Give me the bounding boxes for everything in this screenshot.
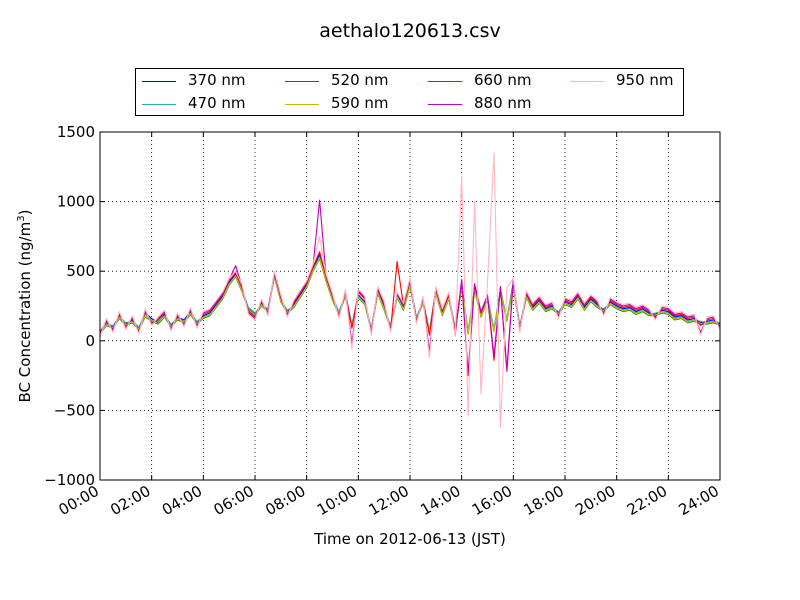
series-line-950nm <box>99 152 721 428</box>
x-tick-label: 06:00 <box>211 482 257 519</box>
y-axis-label-main: BC Concentration (ng/m <box>16 222 34 403</box>
series-group <box>99 152 721 428</box>
y-tick-label: 0 <box>85 332 95 350</box>
y-tick-label: −500 <box>54 401 95 419</box>
chart-title: aethalo120613.csv <box>319 20 501 42</box>
legend-swatch <box>142 104 176 105</box>
legend-label: 370 nm <box>188 71 246 89</box>
legend-swatch <box>142 81 176 82</box>
legend-label: 590 nm <box>331 94 389 112</box>
legend-swatch <box>285 81 319 82</box>
x-tick-label: 04:00 <box>159 482 205 519</box>
legend-label: 950 nm <box>616 71 674 89</box>
x-tick-label: 14:00 <box>417 482 463 519</box>
y-tick-label: −1000 <box>44 471 95 489</box>
legend-label: 470 nm <box>188 94 246 112</box>
x-tick-label: 24:00 <box>676 482 722 519</box>
x-tick-label: 08:00 <box>262 482 308 519</box>
x-tick-label: 02:00 <box>107 482 153 519</box>
y-axis-label-tail: ) <box>16 210 34 216</box>
y-tick-label: 500 <box>66 262 95 280</box>
x-axis-label: Time on 2012-06-13 (JST) <box>313 530 506 548</box>
x-tick-label: 18:00 <box>521 482 567 519</box>
x-tick-label: 16:00 <box>469 482 515 519</box>
series-line-590nm <box>99 257 721 334</box>
x-tick-label: 22:00 <box>624 482 670 519</box>
grid-lines <box>100 132 720 480</box>
y-axis-label-sup: 3 <box>16 215 27 221</box>
x-tick-label: 12:00 <box>366 482 412 519</box>
legend-swatch <box>570 81 604 82</box>
legend-swatch <box>428 81 462 82</box>
y-tick-label: 1500 <box>57 123 95 141</box>
legend-swatch <box>428 104 462 105</box>
legend-swatch <box>285 104 319 105</box>
y-tick-label: 1000 <box>57 193 95 211</box>
y-axis-label: BC Concentration (ng/m3) <box>16 210 34 403</box>
legend-label: 520 nm <box>331 71 389 89</box>
x-tick-label: 10:00 <box>314 482 360 519</box>
x-tick-label: 20:00 <box>572 482 618 519</box>
chart-legend: 370 nm 470 nm 520 nm 590 nm 660 nm 880 n… <box>135 68 684 116</box>
series-line-470nm <box>99 256 721 332</box>
legend-label: 880 nm <box>474 94 532 112</box>
axis-ticks: 00:00 02:00 04:00 06:00 08:00 10:00 12:00 14:00… <box>44 123 722 519</box>
legend-label: 660 nm <box>474 71 532 89</box>
